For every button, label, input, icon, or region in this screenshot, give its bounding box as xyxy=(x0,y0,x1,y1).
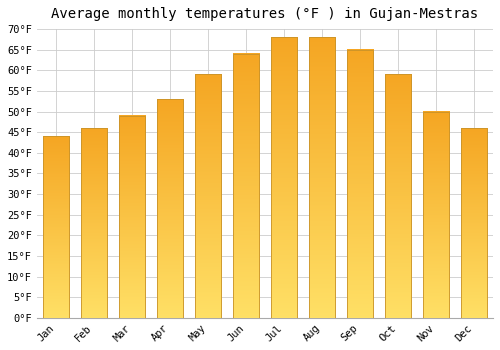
Title: Average monthly temperatures (°F ) in Gujan-Mestras: Average monthly temperatures (°F ) in Gu… xyxy=(52,7,478,21)
Bar xyxy=(422,112,450,318)
Bar xyxy=(346,50,374,318)
Bar xyxy=(270,37,297,318)
Bar xyxy=(232,54,259,318)
Bar xyxy=(42,136,69,318)
Bar xyxy=(80,128,107,318)
Bar xyxy=(384,75,411,318)
Bar xyxy=(460,128,487,318)
Bar xyxy=(118,116,145,318)
Bar xyxy=(308,37,336,318)
Bar xyxy=(194,75,221,318)
Bar xyxy=(156,99,183,318)
